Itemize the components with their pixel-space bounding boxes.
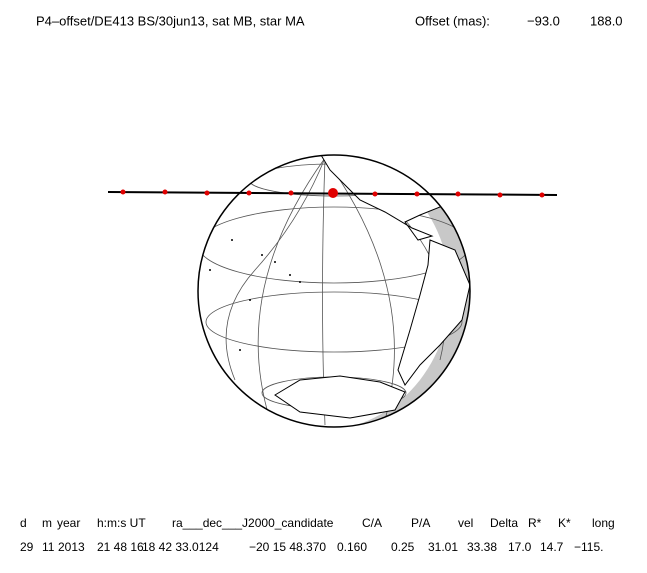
cell: 18 42 33.0124 xyxy=(142,540,219,554)
offset-label: Offset (mas): xyxy=(415,13,490,28)
column-header: m xyxy=(42,516,52,530)
cell: −20 15 48.370 xyxy=(249,540,326,554)
cell: 33.38 xyxy=(467,540,497,554)
offset-value: 188.0 xyxy=(590,13,623,28)
column-header: Delta xyxy=(490,516,518,530)
column-header: R* xyxy=(528,516,542,530)
column-header: vel xyxy=(458,516,473,530)
shadow-path xyxy=(107,188,558,198)
cell: −115. xyxy=(574,540,603,554)
column-header: d xyxy=(20,516,27,530)
cell: 17.0 xyxy=(508,540,532,554)
column-header: P/A xyxy=(411,516,430,530)
globe xyxy=(197,154,471,428)
cell: 31.01 xyxy=(428,540,458,554)
cell: 0.25 xyxy=(391,540,415,554)
cell: 29 xyxy=(20,540,34,554)
column-header: h:m:s UT xyxy=(97,516,146,530)
title: P4–offset/DE413 BS/30jun13, sat MB, star… xyxy=(36,13,305,28)
cell: 11 xyxy=(42,540,55,554)
data-table: d m year h:m:s UT ra___dec___J2000_candidate… xyxy=(20,516,615,554)
cell: 21 48 16. xyxy=(97,540,147,554)
column-header: K* xyxy=(558,516,571,530)
cell: 2013 xyxy=(58,540,85,554)
cell: 0.160 xyxy=(337,540,367,554)
column-header: C/A xyxy=(362,516,382,530)
column-header: ra___dec___J2000_candidate xyxy=(172,516,334,530)
column-header: long xyxy=(592,516,615,530)
cell: 14.7 xyxy=(540,540,564,554)
column-header: year xyxy=(57,516,80,530)
offset-value: −93.0 xyxy=(527,13,560,28)
